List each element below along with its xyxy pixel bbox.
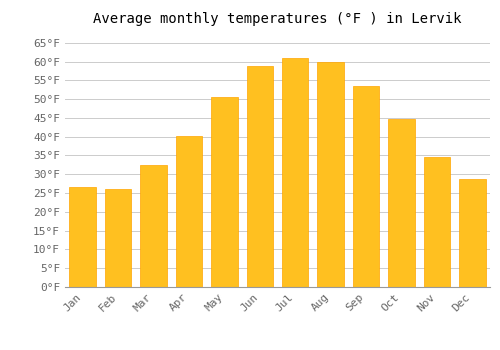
Bar [318, 62, 344, 287]
Bar [140, 165, 167, 287]
Bar [211, 97, 238, 287]
Bar [246, 66, 273, 287]
Title: Average monthly temperatures (°F ) in Lervik: Average monthly temperatures (°F ) in Le… [93, 12, 462, 26]
Bar [282, 58, 308, 287]
Bar [353, 86, 380, 287]
Bar [459, 179, 485, 287]
Bar [424, 156, 450, 287]
Bar [105, 189, 132, 287]
Bar [388, 119, 414, 287]
Bar [70, 187, 96, 287]
Bar [176, 136, 202, 287]
